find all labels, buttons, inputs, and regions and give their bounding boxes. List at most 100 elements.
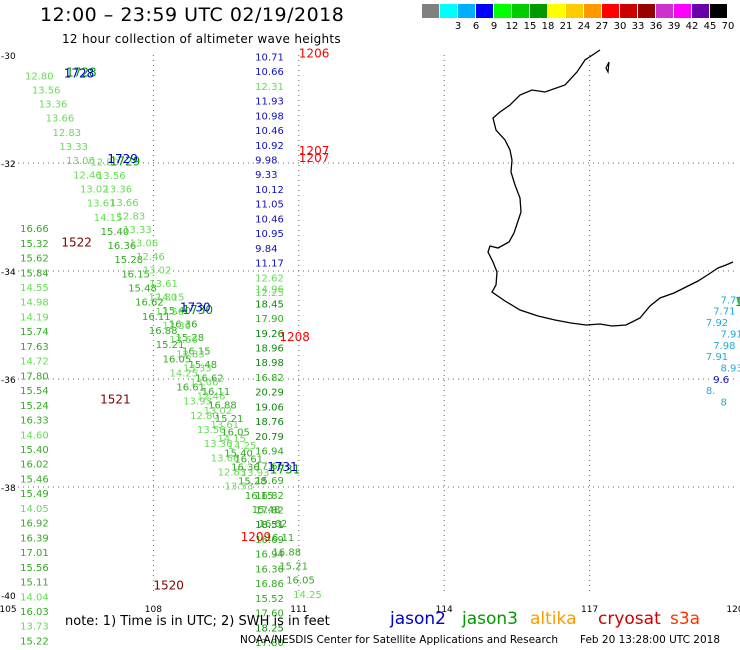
swh-value-label: 12.46 [73, 170, 102, 181]
swh-value-label: 15.28 [175, 333, 204, 344]
satellite-name: s3a [670, 609, 701, 629]
swh-value-label: 16.92 [20, 519, 49, 530]
swh-value-label: 12.62 [255, 273, 284, 284]
note-text: note: 1) Time is in UTC; 2) SWH is in fe… [65, 614, 330, 629]
legend-swatch [584, 4, 601, 18]
swh-value-label: 15.54 [20, 386, 49, 397]
swh-value-label: 16.61 [176, 383, 205, 394]
swh-value-label: 16.36 [169, 320, 198, 331]
swh-value-label: 12.46 [197, 392, 226, 403]
swh-value-label: 10.66 [255, 67, 284, 78]
swh-value-label: 16.11 [202, 387, 231, 398]
swh-value-label: 14.05 [20, 504, 49, 515]
swh-value-label: 16.03 [20, 607, 49, 618]
rottnest-island [605, 61, 610, 75]
swh-value-label: 17.82 [255, 505, 284, 516]
legend-swatch [638, 4, 655, 18]
swh-value-label: 20.79 [255, 432, 284, 443]
swh-value-label: 13.93 [183, 397, 212, 408]
chart-subtitle: 12 hour collection of altimeter wave hei… [62, 32, 341, 46]
swh-value-label: 13.66 [211, 453, 240, 464]
grid-lines [8, 55, 735, 595]
swh-value-label: 13.66 [169, 335, 198, 346]
swh-value-label: 12.80 [190, 411, 219, 422]
swh-value-label: 16.33 [20, 416, 49, 427]
swh-value-label: 17.66 [255, 461, 284, 472]
legend-swatch [692, 4, 709, 18]
legend-label: 45 [703, 21, 717, 32]
swh-value-label: 14.25 [228, 441, 257, 452]
satellite-name: altika [530, 609, 577, 629]
swh-value-label: 14.19 [20, 312, 49, 323]
swh-value-label: 19.06 [255, 402, 284, 413]
pass-time-label: 1522 [61, 236, 92, 250]
lon-tick-label: 120 [726, 605, 740, 615]
swh-value-label: 14.72 [20, 357, 49, 368]
swh-value-label: 13.66 [110, 198, 139, 209]
legend-swatch [476, 4, 493, 18]
swh-value-label: 14.15 [217, 434, 246, 445]
swh-value-label: 14.15 [156, 293, 185, 304]
swh-value-label: 16.62 [259, 519, 288, 530]
legend-swatch [602, 4, 619, 18]
pass-time-label: 170 [735, 295, 740, 309]
swh-value-label: 15.40 [101, 227, 130, 238]
swh-value-label: 16.36 [108, 241, 137, 252]
swh-value-label: 12.31 [255, 82, 284, 93]
swh-value-label: 12.80 [25, 71, 54, 82]
legend-swatch [674, 4, 691, 18]
swh-value-label: 17.63 [20, 342, 49, 353]
swh-value-label: 15.74 [20, 327, 49, 338]
pass-time-label: 1731 [270, 463, 301, 477]
swh-value-label: 12.80 [90, 158, 119, 169]
swh-value-label: 15.28 [114, 255, 143, 266]
swh-value-label: 13.33 [59, 142, 88, 153]
swh-value-label: 13.06 [190, 378, 219, 389]
swh-value-label: 16.05 [163, 354, 192, 365]
legend-swatch [566, 4, 583, 18]
swh-value-label: 13.02 [80, 184, 109, 195]
lat-tick-label: -40 [1, 592, 16, 602]
swh-value-label: 14.98 [20, 298, 49, 309]
swh-value-label: 15.11 [20, 578, 49, 589]
swh-value-label: 7.91 [706, 352, 728, 363]
swh-value-label: 12.83 [176, 349, 205, 360]
swh-value-label: 16.69 [255, 535, 284, 546]
pass-time-label: 1729 [110, 155, 141, 169]
swh-value-label: 11.05 [255, 200, 284, 211]
swh-value-label: 17.80 [20, 371, 49, 382]
pass-time-label: 1209 [241, 530, 272, 544]
lon-tick-label: 114 [436, 605, 453, 615]
swh-value-label: 17.60 [255, 609, 284, 620]
swh-value-label: 10.46 [255, 214, 284, 225]
swh-value-label: 15.62 [20, 254, 49, 265]
swh-value-label: 15.22 [20, 636, 49, 647]
lon-tick-label: 108 [145, 605, 162, 615]
swh-value-label: 13.93 [241, 468, 270, 479]
legend-label: 12 [505, 21, 519, 32]
legend-label: 15 [523, 21, 537, 32]
legend-swatch [440, 4, 457, 18]
legend-label: 33 [631, 21, 645, 32]
legend-swatch [620, 4, 637, 18]
swh-value-label: 8. [706, 386, 716, 397]
swh-value-label: 14.55 [20, 283, 49, 294]
swh-value-label: 14.60 [20, 430, 49, 441]
swh-value-label: 13.36 [204, 439, 233, 450]
swh-value-label: 12.46 [136, 252, 165, 263]
legend-label: 27 [595, 21, 609, 32]
swh-value-label: 7.76 [720, 295, 740, 306]
swh-value-label: 15.40 [162, 306, 191, 317]
swh-value-label: 16.05 [286, 576, 315, 587]
swh-value-label: 15.28 [238, 477, 267, 488]
swh-value-label: 15.21 [279, 562, 308, 573]
swh-value-label: 13.56 [32, 85, 61, 96]
pass-time-label: 1207 [299, 151, 330, 165]
legend-label: 24 [577, 21, 591, 32]
swh-value-label: 15.40 [20, 445, 49, 456]
lat-tick-label: -38 [1, 484, 16, 494]
swh-value-label: 10.92 [255, 141, 284, 152]
swh-value-label: 13.61 [210, 420, 239, 431]
swh-value-label: 15.48 [189, 360, 218, 371]
